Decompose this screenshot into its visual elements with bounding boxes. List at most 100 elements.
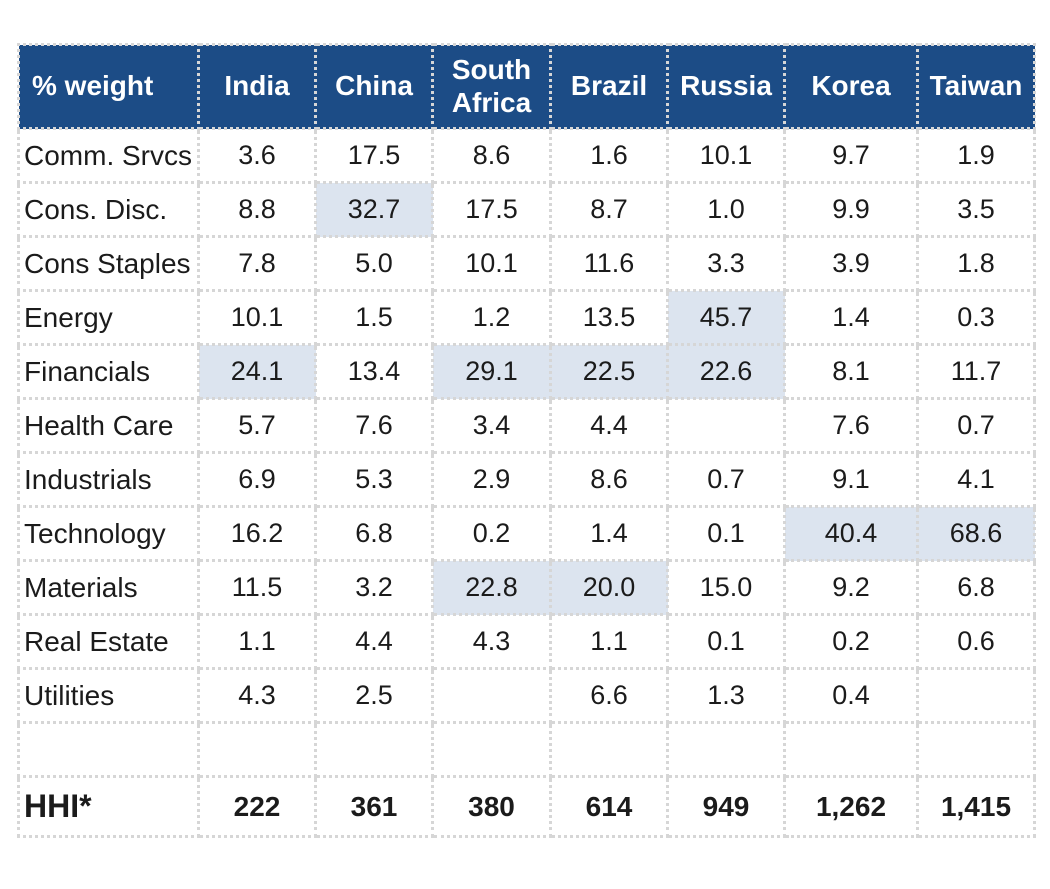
value-cell: 0.2 [431,505,552,562]
value-cell: 0.7 [666,451,786,508]
column-header-china: China [314,43,434,130]
hhi-value: 949 [666,775,786,838]
value-cell: 0.3 [916,289,1036,346]
empty-cell [17,721,200,778]
hhi-value: 380 [431,775,552,838]
value-cell: 22.8 [431,559,552,616]
empty-cell [549,721,669,778]
value-cell: 7.6 [314,397,434,454]
column-header-taiwan: Taiwan [916,43,1036,130]
value-cell: 1.1 [549,613,669,670]
hhi-value: 361 [314,775,434,838]
hhi-value: 1,262 [783,775,919,838]
value-cell: 1.5 [314,289,434,346]
value-cell: 1.2 [431,289,552,346]
table-row-hhi: HHI* 222 361 380 614 949 1,262 1,415 [17,775,1036,838]
empty-cell [783,721,919,778]
value-cell: 1.0 [666,181,786,238]
table-row-energy: Energy 10.1 1.5 1.2 13.5 45.7 1.4 0.3 [17,289,1036,346]
value-cell: 8.6 [549,451,669,508]
table-row-cons-disc: Cons. Disc. 8.8 32.7 17.5 8.7 1.0 9.9 3.5 [17,181,1036,238]
empty-cell [916,721,1036,778]
value-cell: 16.2 [197,505,317,562]
value-cell: 4.1 [916,451,1036,508]
empty-cell [314,721,434,778]
value-cell: 22.6 [666,343,786,400]
value-cell: 6.9 [197,451,317,508]
value-cell: 3.6 [197,127,317,184]
table-row-utilities: Utilities 4.3 2.5 6.6 1.3 0.4 [17,667,1036,724]
value-cell: 3.2 [314,559,434,616]
value-cell: 4.4 [314,613,434,670]
value-cell: 0.7 [916,397,1036,454]
value-cell: 11.7 [916,343,1036,400]
table-row-materials: Materials 11.5 3.2 22.8 20.0 15.0 9.2 6.8 [17,559,1036,616]
value-cell: 1.1 [197,613,317,670]
value-cell: 24.1 [197,343,317,400]
value-cell: 32.7 [314,181,434,238]
value-cell: 1.3 [666,667,786,724]
column-header-russia: Russia [666,43,786,130]
column-header-brazil: Brazil [549,43,669,130]
row-label: Real Estate [17,613,200,670]
hhi-value: 222 [197,775,317,838]
table-row-comm-srvcs: Comm. Srvcs 3.6 17.5 8.6 1.6 10.1 9.7 1.9 [17,127,1036,184]
corner-label: % weight [17,43,200,130]
value-cell: 0.1 [666,613,786,670]
value-cell: 1.9 [916,127,1036,184]
value-cell: 5.0 [314,235,434,292]
sector-weights-table: % weight India China South Africa Brazil… [17,43,1036,838]
row-label: Industrials [17,451,200,508]
value-cell: 15.0 [666,559,786,616]
value-cell: 2.5 [314,667,434,724]
value-cell: 1.8 [916,235,1036,292]
value-cell: 0.4 [783,667,919,724]
empty-cell [197,721,317,778]
table-row-cons-staples: Cons Staples 7.8 5.0 10.1 11.6 3.3 3.9 1.8 [17,235,1036,292]
value-cell: 1.6 [549,127,669,184]
value-cell: 1.4 [783,289,919,346]
spacer-row [17,721,1036,778]
value-cell: 9.9 [783,181,919,238]
value-cell: 17.5 [314,127,434,184]
value-cell: 5.7 [197,397,317,454]
value-cell: 45.7 [666,289,786,346]
row-label: Materials [17,559,200,616]
row-label: Health Care [17,397,200,454]
table-body: Comm. Srvcs 3.6 17.5 8.6 1.6 10.1 9.7 1.9 Cons. … [17,127,1036,838]
value-cell: 6.8 [916,559,1036,616]
row-label: Utilities [17,667,200,724]
value-cell: 13.5 [549,289,669,346]
value-cell: 6.6 [549,667,669,724]
row-label: Cons Staples [17,235,200,292]
value-cell: 0.1 [666,505,786,562]
value-cell: 10.1 [666,127,786,184]
column-header-india: India [197,43,317,130]
value-cell: 5.3 [314,451,434,508]
value-cell: 11.6 [549,235,669,292]
value-cell: 10.1 [431,235,552,292]
value-cell: 22.5 [549,343,669,400]
row-label: Energy [17,289,200,346]
hhi-value: 614 [549,775,669,838]
table-row-industrials: Industrials 6.9 5.3 2.9 8.6 0.7 9.1 4.1 [17,451,1036,508]
value-cell: 17.5 [431,181,552,238]
value-cell: 7.6 [783,397,919,454]
value-cell: 0.2 [783,613,919,670]
value-cell: 4.3 [431,613,552,670]
value-cell: 40.4 [783,505,919,562]
value-cell: 11.5 [197,559,317,616]
value-cell: 68.6 [916,505,1036,562]
value-cell: 3.3 [666,235,786,292]
row-label: Financials [17,343,200,400]
value-cell: 6.8 [314,505,434,562]
table-row-real-estate: Real Estate 1.1 4.4 4.3 1.1 0.1 0.2 0.6 [17,613,1036,670]
header-row: % weight India China South Africa Brazil… [17,43,1036,130]
value-cell: 8.1 [783,343,919,400]
value-cell: 9.2 [783,559,919,616]
table-row-technology: Technology 16.2 6.8 0.2 1.4 0.1 40.4 68.6 [17,505,1036,562]
value-cell: 7.8 [197,235,317,292]
value-cell: 3.5 [916,181,1036,238]
value-cell: 9.7 [783,127,919,184]
row-label: Comm. Srvcs [17,127,200,184]
